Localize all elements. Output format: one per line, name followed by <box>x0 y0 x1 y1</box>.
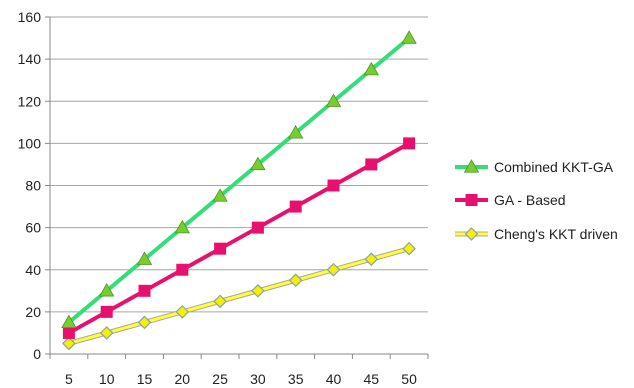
legend-marker <box>464 227 479 241</box>
data-point <box>138 284 151 297</box>
legend-label: Combined KKT-GA <box>494 159 614 175</box>
legend-label: Cheng's KKT driven <box>494 226 618 242</box>
data-point <box>251 221 264 234</box>
legend: Combined KKT-GA GA - Based Cheng's KKT dri… <box>455 159 618 242</box>
data-point <box>213 294 227 309</box>
data-point <box>288 273 303 288</box>
x-tick-label: 50 <box>401 371 417 387</box>
series-line <box>67 36 411 324</box>
legend-item-1: Combined KKT-GA <box>455 159 614 175</box>
series-layer <box>61 30 417 351</box>
data-point <box>251 283 265 298</box>
series-1 <box>61 30 417 329</box>
grid-layer <box>50 16 428 313</box>
data-point <box>327 179 340 192</box>
data-point <box>289 200 302 213</box>
legend-label: GA - Based <box>494 192 566 208</box>
data-point <box>174 219 190 234</box>
legend-marker <box>463 159 480 173</box>
y-tick-label: 0 <box>33 346 41 362</box>
y-tick-label: 80 <box>25 178 41 194</box>
data-point <box>363 61 379 76</box>
data-point <box>402 241 416 256</box>
y-tick-label: 20 <box>25 304 41 320</box>
series-line <box>68 247 410 345</box>
series-line <box>67 141 411 335</box>
y-tick-label: 100 <box>18 135 42 151</box>
x-tick-label: 15 <box>137 371 153 387</box>
x-tick-label: 10 <box>99 371 115 387</box>
data-point <box>176 263 189 276</box>
series-2 <box>62 137 416 339</box>
x-tick-label: 45 <box>364 371 380 387</box>
data-point <box>99 326 114 340</box>
y-tick-label: 140 <box>18 51 42 67</box>
data-point <box>214 242 227 255</box>
data-point <box>62 336 76 351</box>
x-tick-label: 35 <box>288 371 304 387</box>
y-tick-label: 160 <box>18 9 42 25</box>
data-point <box>212 188 228 202</box>
data-point <box>61 314 77 329</box>
data-point <box>364 252 379 267</box>
data-point <box>136 251 153 265</box>
data-point <box>137 315 152 330</box>
legend-marker <box>465 194 478 206</box>
x-tick-label: 5 <box>65 371 73 387</box>
data-point <box>326 262 341 277</box>
data-point <box>62 326 75 339</box>
data-point <box>365 158 378 171</box>
axis-layer: 0 20 40 60 80 100 120 140 160 5 10 15 20 25 30 35 40 45 50 <box>18 9 429 387</box>
data-point <box>100 305 113 318</box>
y-tick-label: 60 <box>25 220 41 236</box>
data-point <box>175 305 190 319</box>
data-point <box>403 137 416 150</box>
data-point <box>401 30 417 44</box>
x-tick-label: 25 <box>212 371 228 387</box>
series-3 <box>62 241 416 351</box>
legend-item-3: Cheng's KKT driven <box>455 226 618 242</box>
legend-item-2: GA - Based <box>455 192 566 208</box>
y-tick-label: 40 <box>25 262 41 278</box>
y-tick-label: 120 <box>18 93 42 109</box>
data-point <box>250 156 266 171</box>
data-point <box>288 125 304 139</box>
data-point <box>99 283 115 297</box>
x-tick-label: 40 <box>326 371 342 387</box>
data-point <box>325 93 342 107</box>
x-tick-label: 30 <box>250 371 266 387</box>
x-tick-label: 20 <box>175 371 191 387</box>
